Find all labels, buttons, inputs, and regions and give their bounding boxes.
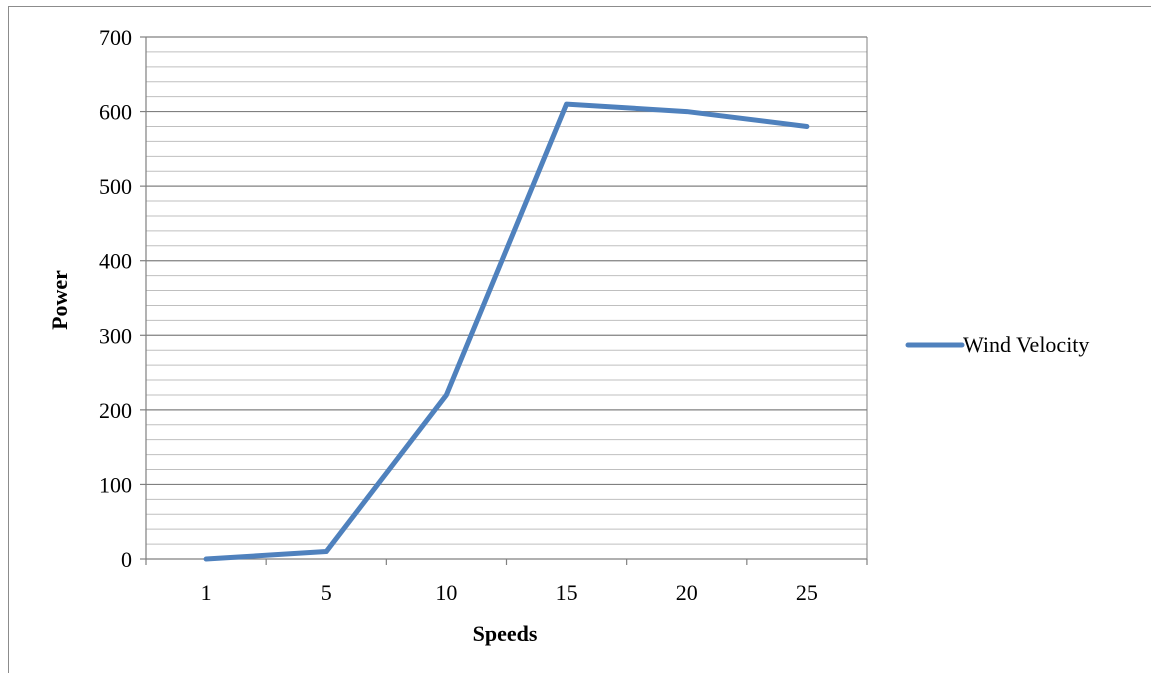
- y-axis-title: Power: [47, 270, 72, 330]
- series-group: [203, 101, 810, 562]
- y-tick-label: 100: [99, 472, 132, 497]
- y-tick-label: 0: [121, 547, 132, 572]
- y-tick-label: 500: [99, 174, 132, 199]
- y-tick-label: 200: [99, 398, 132, 423]
- chart-frame: [8, 6, 1151, 673]
- series-line-wind-velocity: [203, 101, 810, 562]
- x-tick-label: 5: [321, 580, 332, 605]
- x-tick-label: 20: [676, 580, 698, 605]
- x-axis-tick-labels: 1 5 10 15 20 25: [145, 559, 868, 605]
- legend-label-wind-velocity: Wind Velocity: [963, 332, 1089, 357]
- minor-gridlines: [146, 51, 867, 545]
- legend: Wind Velocity: [905, 332, 1089, 357]
- y-tick-label: 700: [99, 25, 132, 50]
- x-axis-title: Speeds: [473, 621, 538, 646]
- major-gridlines: [146, 36, 867, 486]
- axes: [145, 37, 868, 560]
- y-tick-label: 300: [99, 323, 132, 348]
- y-tick-label: 400: [99, 249, 132, 274]
- y-tick-label: 600: [99, 100, 132, 125]
- x-tick-label: 25: [796, 580, 818, 605]
- x-tick-label: 10: [435, 580, 457, 605]
- x-tick-label: 15: [556, 580, 578, 605]
- y-axis-tick-labels: 0 100 200 300 400 500 600 700: [99, 25, 146, 572]
- x-tick-label: 1: [201, 580, 212, 605]
